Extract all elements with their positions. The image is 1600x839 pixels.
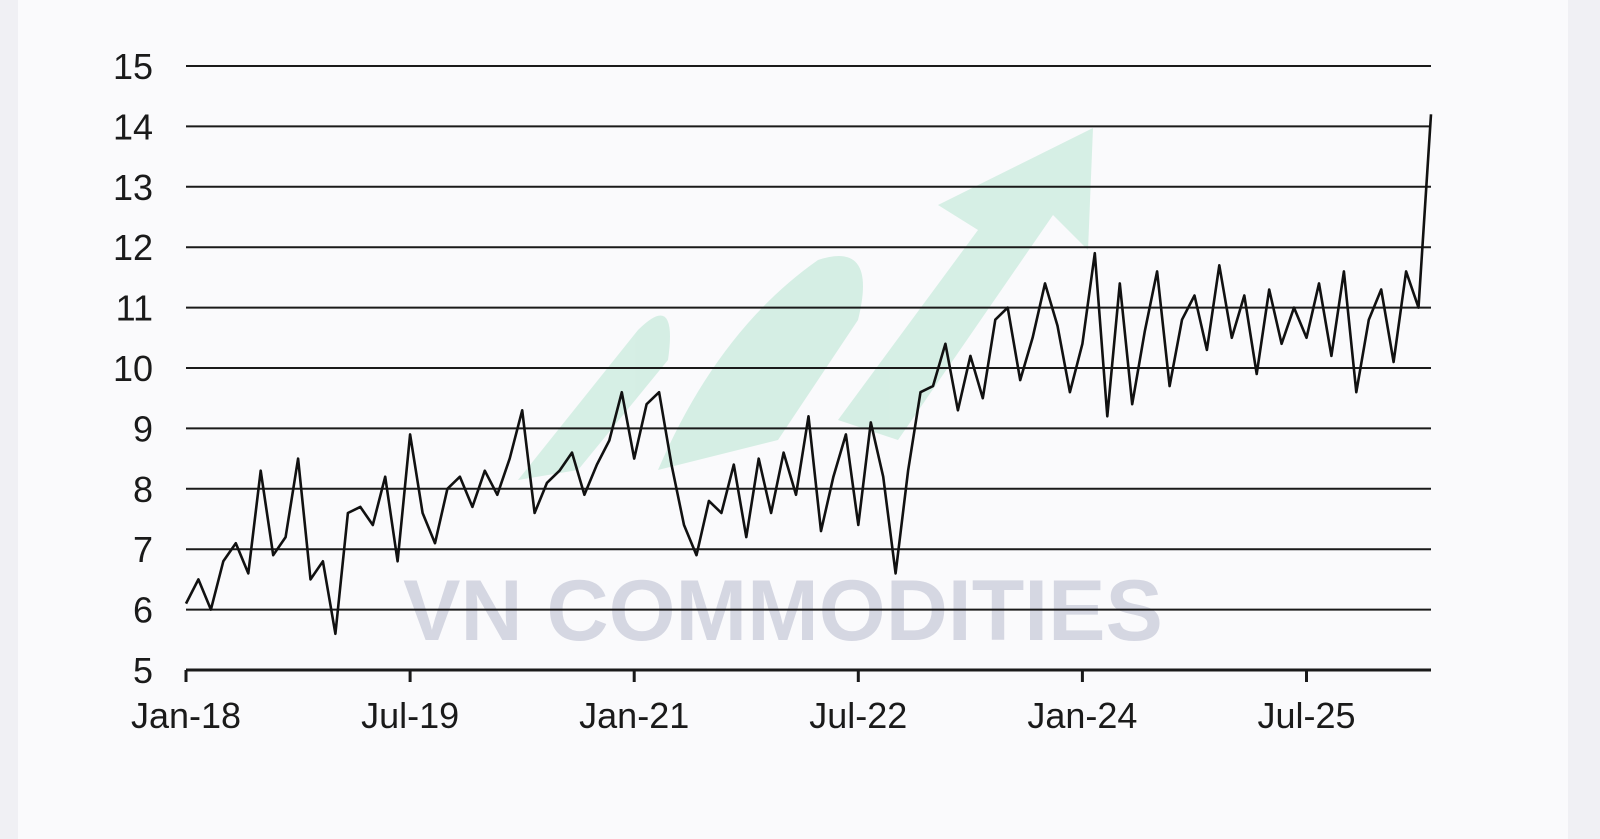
y-tick-label: 5	[133, 650, 153, 691]
y-tick-label: 9	[133, 408, 153, 449]
x-tick-label: Jul-25	[1257, 695, 1355, 736]
x-tick-label: Jan-21	[579, 695, 689, 736]
y-tick-label: 15	[113, 46, 153, 87]
y-tick-label: 13	[113, 167, 153, 208]
y-tick-label: 10	[113, 348, 153, 389]
x-tick-label: Jul-22	[809, 695, 907, 736]
series-layer	[184, 114, 1433, 636]
chart-panel: VN COMMODITIES 5 6 7 8 9 10 11 12 13 14 15 Jan-18 J…	[18, 0, 1568, 839]
series-line-0	[184, 114, 1433, 636]
x-tick-label: Jan-18	[131, 695, 241, 736]
y-axis-tick-labels: 5 6 7 8 9 10 11 12 13 14 15	[113, 46, 153, 691]
watermark-text: VN COMMODITIES	[403, 563, 1163, 659]
y-tick-label: 14	[113, 106, 153, 147]
x-tick-label: Jan-24	[1027, 695, 1137, 736]
x-axis: Jan-18 Jul-19 Jan-21 Jul-22 Jan-24 Jul-25	[131, 668, 1431, 736]
y-tick-label: 6	[133, 590, 153, 631]
y-tick-label: 7	[133, 529, 153, 570]
y-tick-label: 8	[133, 469, 153, 510]
x-tick-label: Jul-19	[361, 695, 459, 736]
watermark-arrow-logo	[518, 128, 1093, 480]
y-tick-label: 12	[113, 227, 153, 268]
gridlines	[186, 65, 1431, 611]
y-tick-label: 11	[116, 288, 153, 329]
